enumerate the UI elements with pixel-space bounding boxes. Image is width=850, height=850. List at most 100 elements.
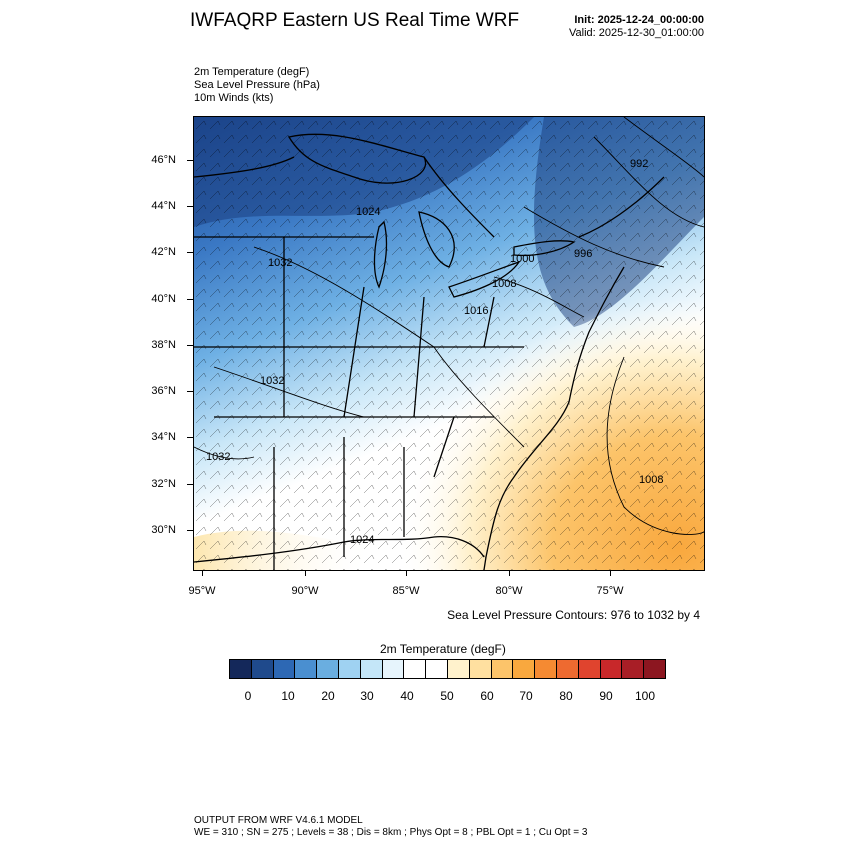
state-line-2 <box>283 237 495 418</box>
lon-tick <box>305 570 306 576</box>
lat-label: 36°N <box>151 385 176 397</box>
colorbar-swatch <box>251 660 274 678</box>
colorbar-tick: 100 <box>634 689 656 703</box>
lon-tick <box>509 570 510 576</box>
colorbar-tick: 70 <box>519 689 533 703</box>
footer: OUTPUT FROM WRF V4.6.1 MODEL WE = 310 ; … <box>194 815 587 839</box>
pressure-label: 1032 <box>206 451 230 463</box>
colorbar-tick: 10 <box>281 689 295 703</box>
lat-tick <box>187 252 193 253</box>
contour-note: Sea Level Pressure Contours: 976 to 1032… <box>447 608 700 622</box>
colorbar-swatch <box>469 660 492 678</box>
colorbar-swatch <box>295 660 318 678</box>
gulf-coastline <box>194 536 485 563</box>
lat-tick <box>187 484 193 485</box>
pressure-labels: 992 1024 1032 1000 996 1008 1016 1032 10… <box>206 158 663 546</box>
lake-superior <box>287 133 427 184</box>
lat-label: 40°N <box>151 293 176 305</box>
colorbar-tick: 60 <box>480 689 494 703</box>
pressure-label: 1024 <box>356 206 380 218</box>
east-coastline <box>483 266 625 570</box>
isobar-2 <box>593 136 704 228</box>
isobar-5 <box>253 246 525 448</box>
lat-label: 32°N <box>151 478 176 490</box>
colorbar <box>229 659 666 679</box>
plot-title: IWFAQRP Eastern US Real Time WRF <box>190 10 520 31</box>
lat-label: 38°N <box>151 339 176 351</box>
pressure-label: 1016 <box>464 305 488 317</box>
pressure-label: 1008 <box>639 474 663 486</box>
map-svg: 992 1024 1032 1000 996 1008 1016 1032 10… <box>194 117 704 570</box>
colorbar-swatch <box>600 660 623 678</box>
lon-label: 95°W <box>188 585 216 597</box>
isobar-6 <box>213 366 365 418</box>
pressure-contours <box>194 117 704 535</box>
lat-tick <box>187 345 193 346</box>
isobar-8 <box>194 446 255 460</box>
lat-tick <box>187 160 193 161</box>
lake-michigan <box>373 220 388 289</box>
isobar-4 <box>493 276 585 318</box>
lat-tick <box>187 299 193 300</box>
colorbar-swatch <box>426 660 448 678</box>
lat-tick <box>187 206 193 207</box>
colorbar-swatch <box>491 660 514 678</box>
colorbar-swatch <box>382 660 405 678</box>
colorbar-title: 2m Temperature (degF) <box>380 642 506 656</box>
colorbar-tick: 90 <box>599 689 613 703</box>
colorbar-tick: 20 <box>321 689 335 703</box>
wind-barbs <box>194 117 704 570</box>
colorbar-swatch <box>230 660 252 678</box>
pressure-label: 992 <box>630 158 648 170</box>
colorbar-swatch <box>535 660 557 678</box>
isobar-1 <box>623 117 704 178</box>
lat-tick <box>187 391 193 392</box>
colorbar-swatch <box>556 660 579 678</box>
lat-tick <box>187 437 193 438</box>
colorbar-tick: 40 <box>400 689 414 703</box>
colorbar-swatch <box>317 660 339 678</box>
lon-label: 85°W <box>392 585 420 597</box>
colorbar-swatch <box>513 660 536 678</box>
footer-model: OUTPUT FROM WRF V4.6.1 MODEL <box>194 815 363 826</box>
lake-ontario <box>513 240 576 257</box>
canada-border <box>194 156 665 238</box>
pressure-label: 1000 <box>510 253 534 265</box>
colorbar-tick: 80 <box>559 689 573 703</box>
lon-tick <box>610 570 611 576</box>
colorbar-swatch <box>360 660 383 678</box>
lat-label: 30°N <box>151 524 176 536</box>
lat-tick <box>187 530 193 531</box>
colorbar-swatch <box>404 660 427 678</box>
colorbar-swatch <box>273 660 296 678</box>
boundaries <box>194 133 665 570</box>
pressure-label: 1008 <box>492 278 516 290</box>
lon-tick <box>202 570 203 576</box>
valid-time: Valid: 2025-12-30_01:00:00 <box>569 27 704 39</box>
lat-label: 46°N <box>151 154 176 166</box>
colorbar-swatch <box>644 660 665 678</box>
pressure-label: 1032 <box>268 257 292 269</box>
colorbar-swatch <box>338 660 361 678</box>
variable-list: 2m Temperature (degF) Sea Level Pressure… <box>194 66 320 105</box>
lake-erie <box>448 260 521 298</box>
colorbar-tick: 50 <box>440 689 454 703</box>
footer-config: WE = 310 ; SN = 275 ; Levels = 38 ; Dis … <box>194 827 588 838</box>
init-time: Init: 2025-12-24_00:00:00 <box>574 14 704 26</box>
lon-label: 80°W <box>495 585 523 597</box>
isobar-7 <box>606 356 704 535</box>
pressure-label: 1024 <box>350 534 374 546</box>
lon-label: 90°W <box>291 585 319 597</box>
colorbar-swatch <box>447 660 470 678</box>
colorbar-swatch <box>578 660 601 678</box>
pressure-label: 1032 <box>260 375 284 387</box>
colorbar-tick: 30 <box>360 689 374 703</box>
colorbar-swatch <box>622 660 645 678</box>
map-panel: 992 1024 1032 1000 996 1008 1016 1032 10… <box>193 116 705 571</box>
lon-label: 75°W <box>596 585 624 597</box>
variable-slp: Sea Level Pressure (hPa) <box>194 79 320 91</box>
colorbar-tick: 0 <box>244 689 252 703</box>
lat-label: 34°N <box>151 431 176 443</box>
variable-temp: 2m Temperature (degF) <box>194 66 310 78</box>
lon-tick <box>406 570 407 576</box>
